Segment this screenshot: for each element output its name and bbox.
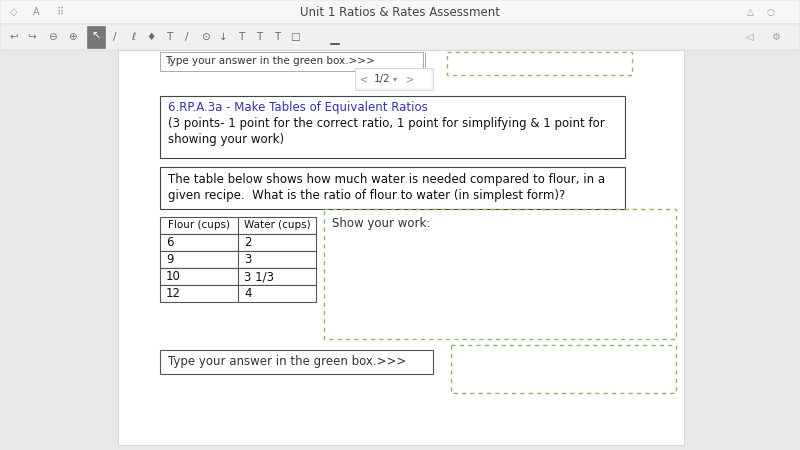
Text: T: T — [238, 32, 244, 42]
Bar — [160, 52, 423, 71]
Text: 9: 9 — [166, 253, 174, 266]
Bar — [160, 268, 316, 285]
Text: /: / — [186, 32, 189, 42]
Bar — [118, 50, 684, 445]
Text: <: < — [360, 74, 368, 84]
Text: Type your answer in the green box.>>>: Type your answer in the green box.>>> — [165, 56, 374, 66]
Text: 10: 10 — [166, 270, 181, 283]
Text: ◁: ◁ — [746, 32, 754, 42]
Text: given recipe.  What is the ratio of flour to water (in simplest form)?: given recipe. What is the ratio of flour… — [168, 189, 566, 202]
Text: 6.RP.A.3a - Make Tables of Equivalent Ratios: 6.RP.A.3a - Make Tables of Equivalent Ra… — [168, 102, 428, 114]
Text: ○: ○ — [766, 8, 774, 17]
Bar — [160, 217, 316, 234]
Bar — [160, 285, 316, 302]
Text: ↩: ↩ — [10, 32, 18, 42]
Text: >: > — [406, 74, 414, 84]
Text: ⠿: ⠿ — [57, 7, 63, 17]
Bar — [324, 209, 676, 339]
Text: Water (cups): Water (cups) — [244, 220, 310, 230]
Bar — [160, 96, 625, 158]
Text: ⚙: ⚙ — [770, 32, 779, 42]
Text: Unit 1 Ratios & Rates Assessment: Unit 1 Ratios & Rates Assessment — [300, 5, 500, 18]
Text: (3 points- 1 point for the correct ratio, 1 point for simplifying & 1 point for: (3 points- 1 point for the correct ratio… — [168, 117, 605, 130]
Bar — [160, 350, 433, 374]
Text: The table below shows how much water is needed compared to flour, in a: The table below shows how much water is … — [168, 174, 605, 186]
Text: ↖: ↖ — [91, 32, 101, 42]
Bar — [160, 167, 625, 209]
Text: 2: 2 — [244, 236, 251, 249]
Text: △: △ — [746, 8, 754, 17]
Text: showing your work): showing your work) — [168, 134, 284, 147]
Bar — [447, 52, 632, 75]
Text: Show your work:: Show your work: — [332, 216, 430, 230]
Text: T: T — [256, 32, 262, 42]
Text: Flour (cups): Flour (cups) — [168, 220, 230, 230]
Text: 3 1/3: 3 1/3 — [244, 270, 274, 283]
Text: ↓: ↓ — [218, 32, 227, 42]
Text: 4: 4 — [244, 287, 251, 300]
Text: ℓ: ℓ — [131, 32, 135, 42]
Bar — [356, 69, 432, 89]
Text: 12: 12 — [166, 287, 181, 300]
Bar — [87, 26, 105, 48]
Text: 1/2: 1/2 — [374, 74, 390, 84]
Text: □: □ — [290, 32, 300, 42]
Bar — [355, 68, 433, 90]
Text: A: A — [33, 7, 39, 17]
Text: ♦: ♦ — [146, 32, 156, 42]
Bar — [160, 251, 316, 268]
Text: T: T — [274, 32, 280, 42]
Text: ⊖: ⊖ — [48, 32, 56, 42]
Text: ▾: ▾ — [393, 75, 397, 84]
Text: 3: 3 — [244, 253, 251, 266]
Text: 6: 6 — [166, 236, 174, 249]
Text: ↪: ↪ — [28, 32, 36, 42]
Bar — [451, 345, 676, 393]
Bar — [0, 24, 800, 50]
Text: /: / — [114, 32, 117, 42]
Bar — [160, 234, 316, 251]
Bar — [0, 0, 800, 24]
Text: ⊕: ⊕ — [68, 32, 76, 42]
Text: T: T — [166, 32, 172, 42]
Text: Type your answer in the green box.>>>: Type your answer in the green box.>>> — [168, 356, 406, 369]
Text: ⊙: ⊙ — [201, 32, 210, 42]
Text: ◇: ◇ — [10, 7, 18, 17]
